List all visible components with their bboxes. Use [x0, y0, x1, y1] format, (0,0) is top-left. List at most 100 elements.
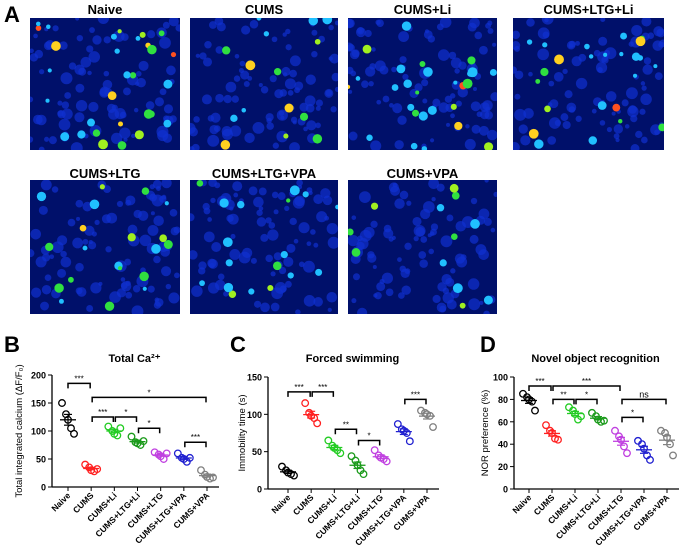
cell-mark	[620, 32, 628, 40]
data-point	[197, 466, 205, 475]
significance-bracket	[621, 398, 667, 405]
cell-mark	[407, 103, 415, 111]
cell-mark	[449, 183, 459, 193]
y-tick-label: 50	[252, 447, 262, 457]
cell-mark	[267, 284, 274, 292]
cell-mark	[117, 121, 124, 127]
panel-letter: B	[4, 332, 20, 357]
cell-mark	[351, 248, 361, 257]
significance-label: **	[560, 390, 566, 399]
cell-mark	[454, 121, 463, 131]
data-point	[370, 446, 379, 455]
cell-mark	[256, 18, 262, 21]
image-label: CUMS	[244, 2, 284, 17]
data-point	[429, 423, 437, 431]
cell-mark	[54, 283, 64, 293]
calcium-image	[190, 18, 338, 150]
cell-mark	[370, 202, 379, 210]
cell-mark	[117, 266, 123, 271]
cell-mark	[366, 134, 373, 141]
significance-label: *	[585, 390, 588, 399]
cell-mark	[658, 123, 664, 132]
cell-mark	[348, 84, 351, 90]
cell-mark	[289, 185, 300, 196]
image-label: CUMS+Li	[393, 2, 452, 17]
cell-mark	[423, 67, 433, 77]
cell-mark	[107, 91, 117, 100]
data-point	[554, 435, 562, 444]
cell-mark	[135, 36, 141, 41]
y-axis-label: Total integrated calcium (ΔF/F₀)	[14, 364, 25, 497]
cell-mark	[284, 103, 294, 113]
cell-mark	[436, 204, 445, 212]
cell-mark	[427, 105, 437, 115]
cell-mark	[653, 64, 658, 69]
cell-mark	[92, 129, 101, 137]
significance-bracket	[575, 398, 598, 405]
cell-mark	[59, 298, 64, 304]
significance-bracket	[334, 428, 358, 435]
significance-label: *	[631, 408, 634, 417]
cell-mark	[544, 105, 551, 113]
cell-mark	[237, 200, 245, 209]
significance-bracket	[552, 385, 621, 391]
cell-mark	[584, 43, 590, 50]
significance-bracket	[552, 398, 575, 405]
significance-bracket	[91, 416, 115, 422]
cell-mark	[467, 70, 474, 77]
cell-mark	[273, 68, 282, 76]
cell-mark	[153, 246, 158, 252]
image-label: CUMS+LTG+Li	[543, 2, 634, 17]
significance-bracket	[67, 382, 91, 389]
y-tick-label: 60	[498, 417, 508, 427]
cell-mark	[35, 21, 41, 27]
y-tick-label: 100	[493, 373, 508, 383]
data-point	[611, 426, 619, 435]
y-tick-label: 0	[41, 483, 46, 493]
data-point	[347, 452, 356, 461]
cell-mark	[315, 268, 323, 276]
significance-label: ***	[582, 377, 591, 386]
y-tick-label: 150	[247, 373, 262, 383]
data-point	[417, 406, 425, 415]
cell-mark	[127, 233, 136, 242]
data-point	[70, 429, 78, 438]
data-point	[669, 451, 677, 460]
data-point	[405, 437, 414, 446]
cell-mark	[87, 118, 95, 127]
cell-mark	[299, 112, 309, 121]
cell-mark	[526, 39, 533, 45]
chart-d: D Novel object recognition NOR preference …	[480, 332, 679, 548]
y-axis-label: Immobility time (s)	[237, 394, 248, 471]
cell-mark	[283, 133, 289, 139]
cell-mark	[302, 191, 309, 198]
calcium-image	[513, 18, 664, 150]
significance-bracket	[137, 427, 161, 434]
cell-mark	[452, 283, 463, 294]
cell-mark	[542, 42, 548, 48]
cell-mark	[450, 233, 458, 241]
significance-label: ***	[98, 408, 107, 417]
cell-mark	[528, 128, 539, 139]
calcium-image	[30, 18, 180, 150]
cell-mark	[163, 79, 173, 89]
data-point	[336, 449, 345, 458]
y-tick-label: 20	[498, 462, 508, 472]
cell-mark	[134, 130, 144, 140]
cell-mark	[68, 276, 74, 283]
cell-mark	[158, 30, 165, 37]
cell-mark	[110, 33, 117, 40]
cell-mark	[619, 51, 624, 57]
x-tick-label: Naive	[269, 492, 292, 515]
data-point	[393, 420, 402, 428]
cell-mark	[219, 198, 229, 208]
data-point	[542, 421, 550, 430]
y-tick-label: 150	[31, 399, 46, 409]
cell-mark	[280, 251, 288, 259]
data-point	[531, 406, 539, 415]
cell-mark	[170, 51, 177, 58]
cell-mark	[286, 198, 291, 203]
cell-mark	[540, 67, 549, 77]
cell-mark	[287, 272, 294, 279]
cell-mark	[164, 201, 169, 206]
